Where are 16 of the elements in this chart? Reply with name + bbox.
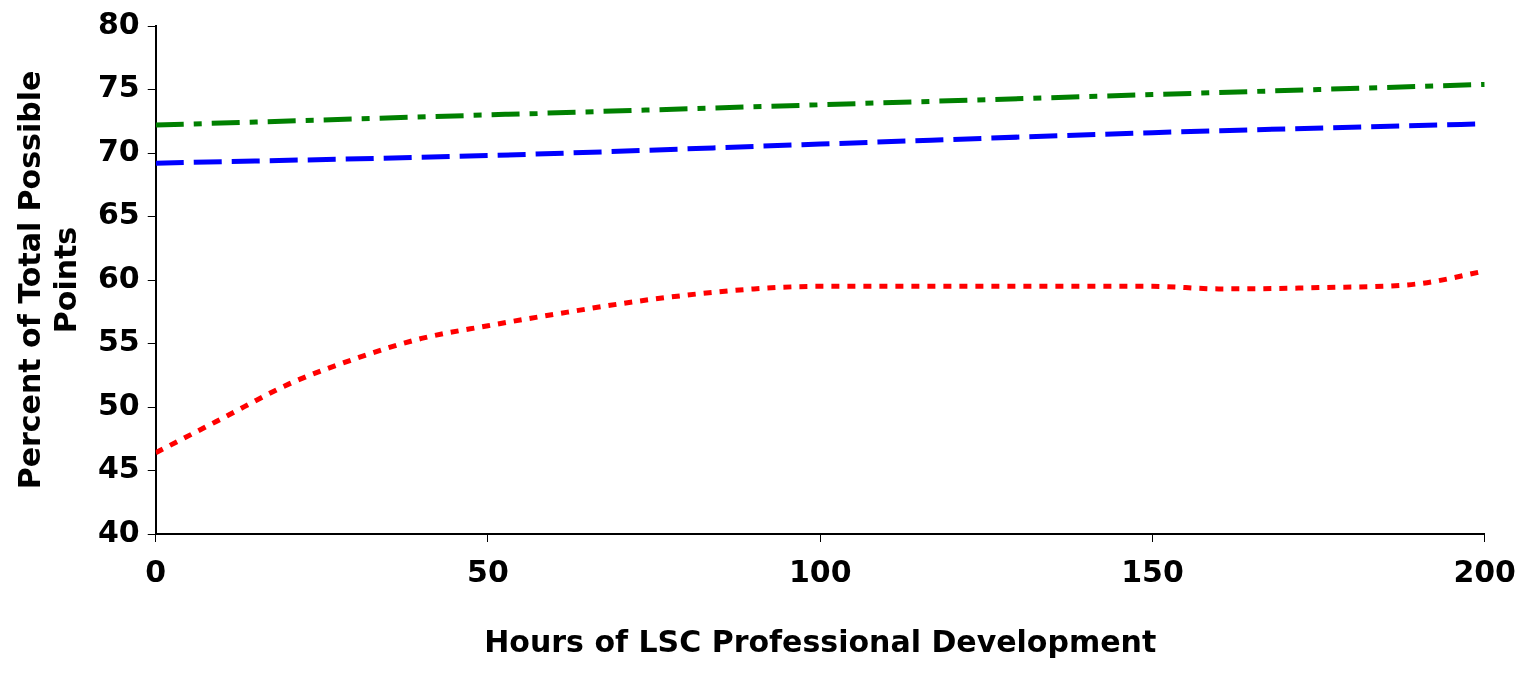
x-axis-title: Hours of LSC Professional Development [484, 623, 1157, 659]
y-axis-title: Percent of Total Possible Points [11, 70, 83, 490]
x-tick-label: 50 [467, 553, 509, 589]
y-tick-label: 65 [98, 196, 140, 232]
y-tick-label: 60 [98, 259, 140, 295]
y-tick-label: 40 [98, 513, 140, 549]
y-tick-label: 55 [98, 323, 140, 359]
y-tick-label: 70 [98, 132, 140, 168]
x-tick-label: 200 [1453, 553, 1516, 589]
y-tick-label: 75 [98, 69, 140, 105]
y-tick-label: 50 [98, 386, 140, 422]
y-tick-label: 80 [98, 5, 140, 41]
x-tick-label: 150 [1121, 553, 1184, 589]
x-tick-label: 100 [788, 553, 852, 589]
x-tick-label: 0 [145, 553, 167, 589]
y-tick-label: 45 [98, 450, 140, 486]
